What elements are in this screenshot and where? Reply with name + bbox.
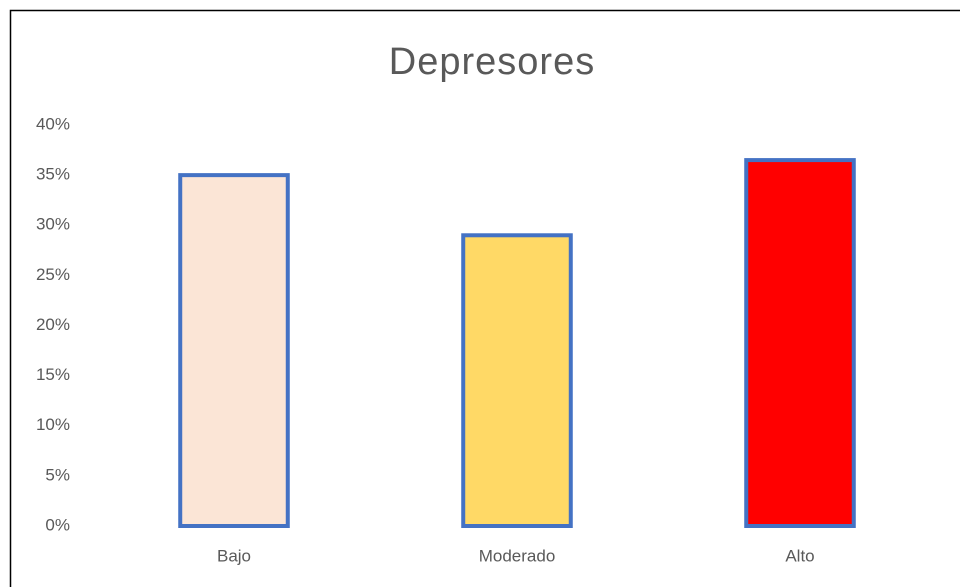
- x-tick-label: Moderado: [479, 546, 556, 565]
- x-tick-label: Alto: [785, 546, 814, 565]
- chart-title: Depresores: [389, 41, 595, 83]
- y-tick-label: 35%: [36, 165, 70, 184]
- y-tick-label: 30%: [36, 215, 70, 234]
- y-tick-label: 0%: [45, 515, 70, 534]
- y-tick-label: 25%: [36, 265, 70, 284]
- chart-frame: [9, 9, 960, 587]
- bar: [744, 158, 856, 528]
- y-tick-label: 5%: [45, 465, 70, 484]
- bar: [178, 173, 290, 528]
- y-tick-label: 20%: [36, 315, 70, 334]
- y-tick-label: 10%: [36, 415, 70, 434]
- x-tick-label: Bajo: [217, 546, 251, 565]
- y-tick-label: 15%: [36, 365, 70, 384]
- bar: [461, 233, 573, 528]
- y-tick-label: 40%: [36, 114, 70, 133]
